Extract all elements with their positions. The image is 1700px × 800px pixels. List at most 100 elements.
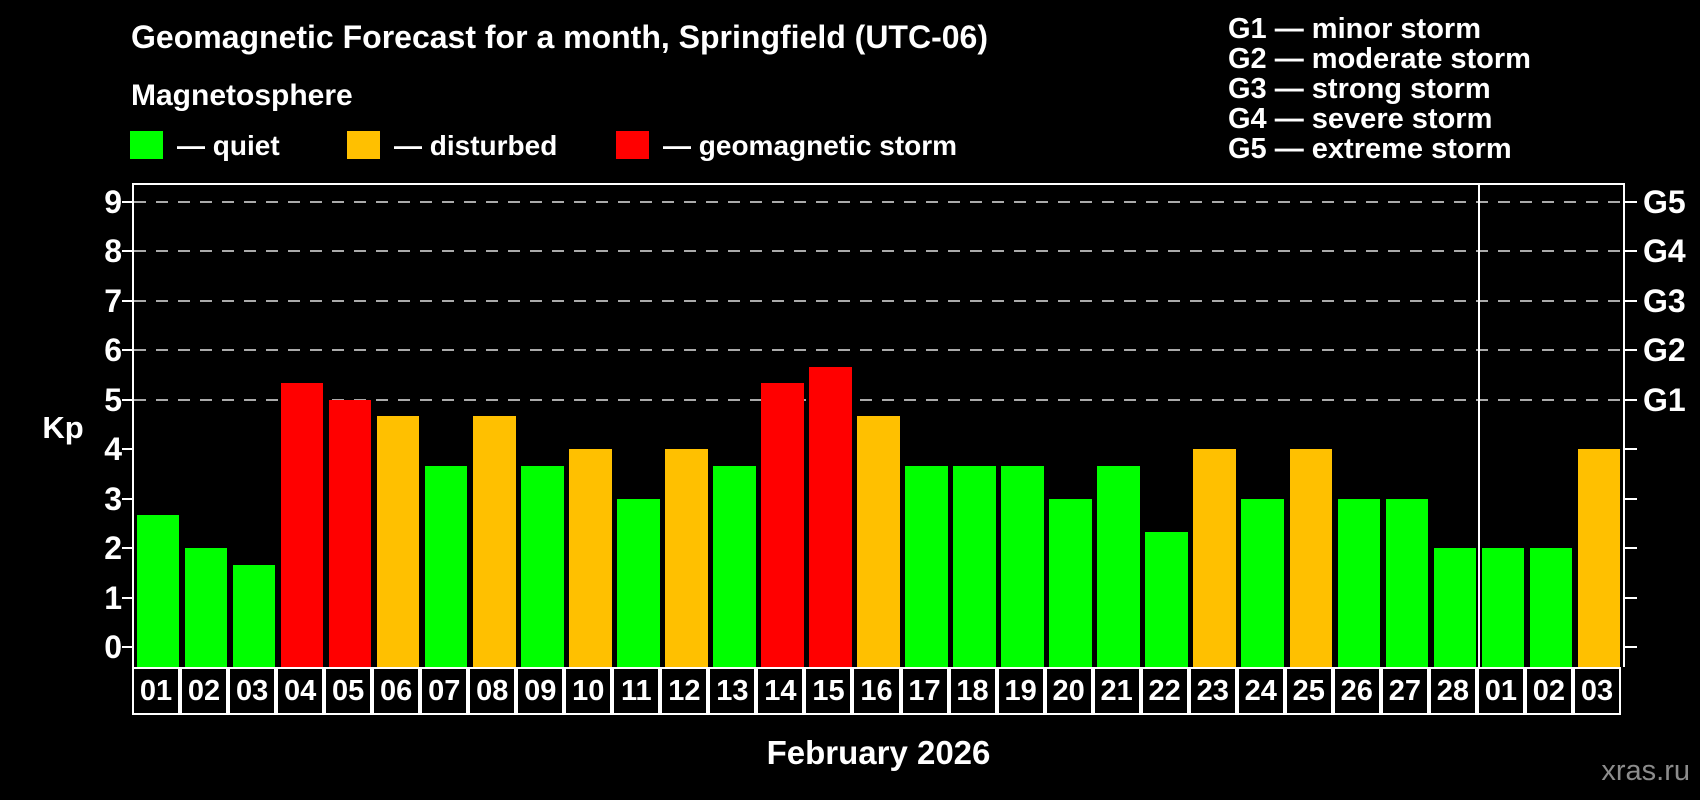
g-axis-label-g5: G5 <box>1643 183 1686 220</box>
bar-day-23 <box>1193 449 1236 667</box>
date-box-feb-04: 04 <box>276 667 325 715</box>
quiet-swatch-icon <box>130 131 163 159</box>
bar-day-25 <box>1289 449 1333 667</box>
g-axis-label-g2: G2 <box>1643 332 1686 369</box>
storm-swatch-icon <box>616 131 649 159</box>
bar-day-03 <box>232 564 276 667</box>
y-tick-label-4: 4 <box>104 431 122 468</box>
date-box-mar-01: 01 <box>1476 667 1525 715</box>
bar-day-18 <box>953 465 996 667</box>
date-box-feb-07: 07 <box>420 667 469 715</box>
gridline-kp9 <box>134 200 1623 203</box>
date-box-feb-11: 11 <box>612 667 661 715</box>
bar-day-13 <box>713 465 756 667</box>
y-tick-label-0: 0 <box>104 629 122 666</box>
bar-day-03 <box>1577 449 1621 667</box>
date-box-feb-05: 05 <box>324 667 373 715</box>
date-box-mar-03: 03 <box>1572 667 1621 715</box>
date-box-feb-09: 09 <box>516 667 565 715</box>
date-box-feb-22: 22 <box>1140 667 1189 715</box>
y-tick-label-9: 9 <box>104 183 122 220</box>
date-box-feb-12: 12 <box>660 667 709 715</box>
date-box-feb-01: 01 <box>132 667 181 715</box>
y-tick-left-7 <box>122 299 132 302</box>
date-box-feb-17: 17 <box>900 667 949 715</box>
plot-top-border <box>132 183 1625 185</box>
legend-item-disturbed: — disturbed <box>347 131 767 160</box>
gridline-kp7 <box>134 299 1623 302</box>
page-title: Geomagnetic Forecast for a month, Spring… <box>131 19 988 55</box>
y-tick-right-0 <box>1625 646 1637 649</box>
right-axis-line <box>1623 183 1625 667</box>
bar-day-24 <box>1241 498 1285 667</box>
bar-day-16 <box>857 416 900 667</box>
bar-day-14 <box>761 383 804 667</box>
gridline-kp5 <box>134 398 1623 401</box>
g-scale-legend: G1 — minor storm G2 — moderate storm G3 — … <box>1228 14 1531 164</box>
date-box-feb-03: 03 <box>228 667 277 715</box>
legend-item-storm: — geomagnetic storm <box>616 131 1036 160</box>
y-tick-left-6 <box>122 349 132 352</box>
bar-day-07 <box>424 465 468 667</box>
date-box-feb-19: 19 <box>996 667 1045 715</box>
date-box-feb-02: 02 <box>180 667 229 715</box>
bar-day-28 <box>1433 548 1477 667</box>
y-tick-left-2 <box>122 547 132 550</box>
y-tick-right-8 <box>1625 250 1637 253</box>
legend-label-quiet: — quiet <box>177 130 280 161</box>
legend-label-disturbed: — disturbed <box>394 130 558 161</box>
date-box-feb-10: 10 <box>564 667 613 715</box>
g-scale-line-4: G4 — severe storm <box>1228 103 1493 135</box>
g-axis-label-g1: G1 <box>1643 381 1686 418</box>
y-tick-left-9 <box>122 200 132 203</box>
bar-day-10 <box>569 449 612 667</box>
bar-day-22 <box>1145 531 1188 667</box>
bar-day-12 <box>665 449 708 667</box>
date-box-feb-16: 16 <box>852 667 901 715</box>
bar-day-02 <box>1529 548 1573 667</box>
date-box-feb-28: 28 <box>1428 667 1477 715</box>
y-axis-title: Kp <box>42 410 84 445</box>
date-axis: 01 02 03 04 05 06 07 08 09 10 11 12 13 14 15 16 17 18 19 20… <box>132 667 1625 715</box>
bar-day-02 <box>184 548 228 667</box>
y-tick-label-5: 5 <box>104 381 122 418</box>
date-box-feb-20: 20 <box>1044 667 1093 715</box>
y-tick-right-2 <box>1625 547 1637 550</box>
bar-day-06 <box>376 416 420 667</box>
bar-day-17 <box>905 465 948 667</box>
y-tick-label-3: 3 <box>104 480 122 517</box>
y-tick-left-1 <box>122 596 132 599</box>
bar-day-11 <box>617 498 660 667</box>
y-tick-label-1: 1 <box>104 579 122 616</box>
legend-label-storm: — geomagnetic storm <box>663 130 958 161</box>
bar-day-09 <box>521 465 564 667</box>
y-tick-left-3 <box>122 497 132 500</box>
y-tick-label-8: 8 <box>104 233 122 270</box>
disturbed-swatch-icon <box>347 131 380 159</box>
bar-day-08 <box>472 416 516 667</box>
y-tick-label-7: 7 <box>104 282 122 319</box>
date-box-feb-26: 26 <box>1332 667 1381 715</box>
bar-day-27 <box>1385 498 1429 667</box>
y-tick-right-4 <box>1625 448 1637 451</box>
watermark: xras.ru <box>1601 755 1690 787</box>
date-box-feb-06: 06 <box>372 667 421 715</box>
y-tick-label-6: 6 <box>104 332 122 369</box>
month-separator-line <box>1477 185 1480 667</box>
y-tick-left-8 <box>122 250 132 253</box>
date-box-feb-21: 21 <box>1092 667 1141 715</box>
y-tick-left-5 <box>122 398 132 401</box>
bar-day-05 <box>328 399 372 667</box>
date-box-feb-08: 08 <box>468 667 517 715</box>
y-tick-right-9 <box>1625 200 1637 203</box>
y-tick-right-5 <box>1625 398 1637 401</box>
y-axis-line <box>132 183 134 667</box>
magnetosphere-subtitle: Magnetosphere <box>131 79 353 112</box>
gridline-kp8 <box>134 250 1623 253</box>
y-tick-left-0 <box>122 646 132 649</box>
g-axis-label-g3: G3 <box>1643 282 1686 319</box>
g-scale-line-5: G5 — extreme storm <box>1228 133 1512 165</box>
g-scale-line-2: G2 — moderate storm <box>1228 43 1531 75</box>
date-box-feb-15: 15 <box>804 667 853 715</box>
